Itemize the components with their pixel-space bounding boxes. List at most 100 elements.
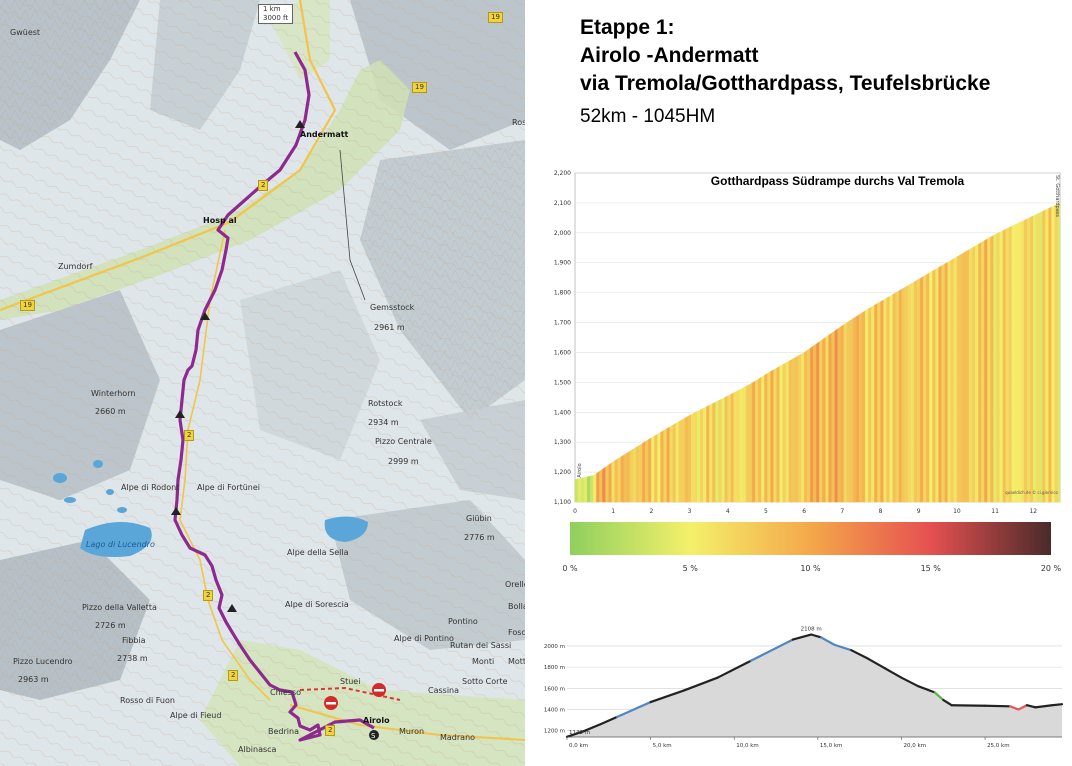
profile-segment <box>944 261 948 503</box>
profile-segment <box>608 462 612 503</box>
x-tick-label: 3 <box>688 508 692 515</box>
x-tick-label: 7 <box>840 508 844 515</box>
y-tick-label: 1,200 <box>554 469 571 476</box>
stage-via: via Tremola/Gotthardpass, Teufelsbrücke <box>580 72 991 95</box>
place-label: Motto <box>508 657 525 666</box>
road-badge: 2 <box>325 725 336 736</box>
profile-segment <box>923 274 927 503</box>
profile-segment <box>669 424 673 503</box>
x-tick-label: 10,0 km <box>736 743 759 749</box>
profile-segment <box>617 456 621 503</box>
profile-segment <box>654 433 658 503</box>
peak-height: 2738 m <box>117 654 148 663</box>
gradient-legend-bar <box>570 522 1051 555</box>
profile-segment <box>1042 209 1046 503</box>
profile-segment <box>968 247 973 503</box>
profile-line-segment <box>850 649 870 660</box>
place-label-andermatt: Andermatt <box>300 130 349 139</box>
profile-line-segment <box>1017 704 1028 711</box>
profile-segment <box>788 359 793 503</box>
profile-segment <box>761 374 765 503</box>
profile-segment <box>840 324 845 503</box>
profile-segment <box>758 376 762 503</box>
start-label: Airolo <box>577 463 583 477</box>
profile-segment <box>917 278 921 503</box>
peak-height: 2963 m <box>18 675 49 684</box>
profile-segment <box>752 380 756 503</box>
profile-line-segment <box>565 730 585 738</box>
profile-segment <box>972 245 976 503</box>
profile-segment <box>993 233 997 503</box>
profile-segment <box>773 367 777 503</box>
peak-height: 2999 m <box>388 457 419 466</box>
profile-segment <box>767 371 771 503</box>
y-tick-label: 1,600 <box>554 349 571 356</box>
profile-segment <box>990 234 994 503</box>
profile-segment <box>907 283 912 503</box>
profile-segment <box>825 334 829 503</box>
gradient-legend-label: 15 % <box>921 564 942 573</box>
profile-segment <box>862 310 866 503</box>
place-label: Alpe di Pontino <box>394 634 454 643</box>
chart-title: Gotthardpass Südrampe durchs Val Tremola <box>711 174 965 188</box>
profile-segment <box>623 452 628 503</box>
profile-segment <box>770 369 774 503</box>
profile-segment <box>687 414 692 503</box>
peak-height: 2660 m <box>95 407 126 416</box>
scale-km: 1 km <box>263 5 281 13</box>
x-tick-label: 0 <box>573 508 577 515</box>
profile-segment <box>1051 205 1055 503</box>
profile-segment <box>901 286 906 503</box>
profile-segment <box>642 441 646 503</box>
profile-segment <box>791 357 796 503</box>
peak-label: Fibbia <box>122 636 146 645</box>
profile-segment <box>996 231 1000 503</box>
profile-segment <box>779 364 783 503</box>
profile-segment <box>599 468 603 503</box>
profile-segment <box>697 409 701 503</box>
profile-segment <box>626 450 631 503</box>
profile-segment <box>846 320 851 503</box>
profile-line-segment <box>983 704 1012 708</box>
profile-area <box>567 634 1062 737</box>
profile-segment <box>1002 228 1006 503</box>
profile-segment <box>693 411 698 503</box>
profile-segment <box>611 460 615 503</box>
peak-height: 2776 m <box>464 533 495 542</box>
profile-line-segment <box>716 659 753 679</box>
profile-segment <box>1014 222 1019 503</box>
profile-line-segment <box>933 691 945 702</box>
place-label: Alpe di Rodont <box>121 483 180 492</box>
place-label: Zumdorf <box>58 262 93 271</box>
profile-segment <box>800 352 805 503</box>
route-map[interactable]: S 1 km 3000 ft 19 19 19 2 2 2 2 2 Gwüest… <box>0 0 525 766</box>
profile-segment <box>1033 214 1037 503</box>
road-badge: 19 <box>20 300 35 311</box>
place-label: Chiesso <box>270 688 302 697</box>
profile-segment <box>776 366 780 503</box>
profile-segment <box>892 292 896 503</box>
y-tick-label: 1,700 <box>554 320 571 327</box>
x-tick-label: 12 <box>1029 508 1037 515</box>
place-label: Ross <box>512 118 525 127</box>
profile-line-segment <box>749 646 778 662</box>
peak-label: Rotstock <box>368 399 403 408</box>
y-tick-label: 1,800 <box>554 290 571 297</box>
profile-segment <box>962 251 967 503</box>
profile-segment <box>1057 202 1061 503</box>
y-tick-label: 2,100 <box>554 200 571 207</box>
profile-segment <box>981 240 985 503</box>
profile-segment <box>715 400 719 503</box>
place-label: Rutan dei Sassi <box>450 641 512 650</box>
profile-segment <box>782 362 786 503</box>
profile-segment <box>580 477 585 503</box>
peak-label: Gemsstock <box>370 303 415 312</box>
profile-segment <box>764 373 768 503</box>
profile-segment <box>1011 224 1016 503</box>
x-tick-label: 10 <box>953 508 961 515</box>
y-tick-label: 1,100 <box>554 499 571 506</box>
profile-segment <box>739 387 744 503</box>
peak-label: 2108 m <box>801 627 822 633</box>
stage-profile-chart: 1200 m 1400 m 1600 m 1800 m 2000 m 0,0 km 5,0 … <box>544 627 1064 749</box>
profile-line-segment <box>649 689 686 704</box>
